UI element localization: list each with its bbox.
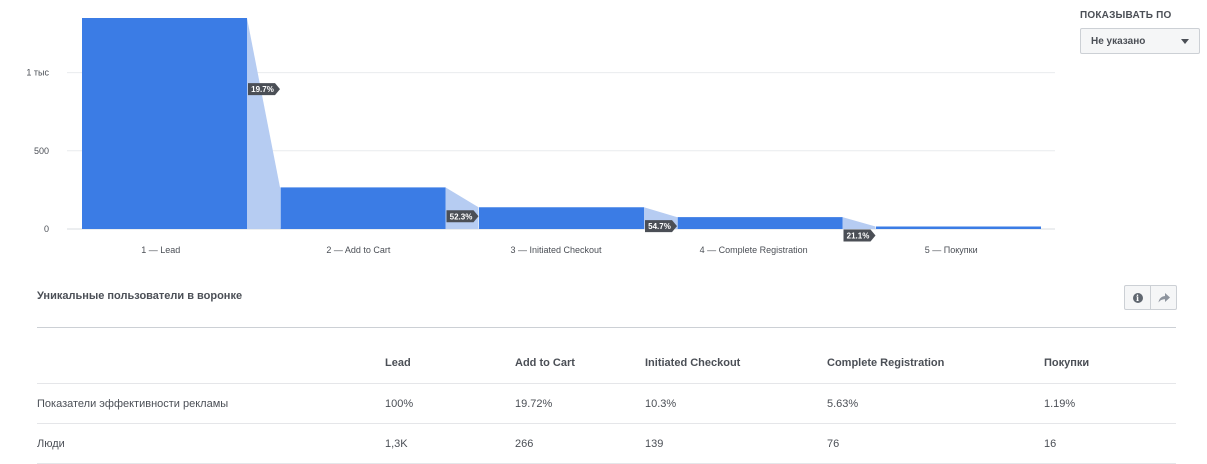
column-header: [37, 342, 385, 384]
column-header-purchases: Покупки: [1044, 342, 1176, 384]
breakdown-title: ПОКАЗЫВАТЬ ПО: [1080, 10, 1172, 21]
funnel-table: Lead Add to Cart Initiated Checkout Comp…: [37, 342, 1176, 464]
y-tick-label: 0: [44, 224, 49, 234]
info-button[interactable]: i: [1125, 286, 1150, 309]
section-title: Уникальные пользователи в воронке: [37, 290, 243, 302]
table-cell: 266: [515, 423, 645, 464]
dropoff-area: [842, 217, 876, 229]
table-cell: 1.19%: [1044, 383, 1176, 424]
table-header-row: Lead Add to Cart Initiated Checkout Comp…: [37, 342, 1176, 384]
funnel-bar: [677, 217, 843, 229]
y-tick-label: 1 тыс: [26, 68, 49, 78]
row-label: Показатели эффективности рекламы: [37, 383, 385, 424]
dropoff-area: [247, 18, 280, 229]
table-cell: 1,3K: [385, 423, 515, 464]
x-category-label: 4 — Complete Registration: [700, 245, 808, 255]
breakdown-dropdown[interactable]: Не указано: [1080, 28, 1200, 54]
x-category-label: 1 — Lead: [141, 245, 180, 255]
x-category-label: 3 — Initiated Checkout: [510, 245, 602, 255]
section-actions: i: [1124, 285, 1177, 310]
column-header-lead: Lead: [385, 342, 515, 384]
conversion-badge: [645, 220, 677, 233]
x-category-label: 2 — Add to Cart: [326, 245, 391, 255]
table-cell: 10.3%: [645, 383, 827, 424]
breakdown-control: ПОКАЗЫВАТЬ ПО Не указано: [1080, 10, 1200, 54]
column-header-initiated-checkout: Initiated Checkout: [645, 342, 827, 384]
chevron-down-icon: [1181, 38, 1189, 44]
share-icon: [1158, 292, 1170, 302]
conversion-badge: [446, 210, 479, 223]
column-header-complete-registration: Complete Registration: [827, 342, 1044, 384]
table-cell: 19.72%: [515, 383, 645, 424]
table-row: Люди 1,3K 266 139 76 16: [37, 423, 1176, 464]
dropoff-area: [445, 187, 479, 229]
column-header-add-to-cart: Add to Cart: [515, 342, 645, 384]
x-category-label: 5 — Покупки: [925, 245, 978, 255]
conversion-rate-label: 21.1%: [847, 231, 870, 240]
info-icon: i: [1132, 292, 1143, 303]
section-divider: [37, 327, 1176, 328]
table-cell: 76: [827, 423, 1044, 464]
conversion-rate-label: 52.3%: [450, 212, 473, 221]
conversion-rate-label: 19.7%: [251, 85, 274, 94]
funnel-bar: [876, 226, 1041, 229]
funnel-bar: [82, 18, 247, 229]
funnel-bar: [280, 187, 446, 229]
breakdown-selected-value: Не указано: [1091, 35, 1146, 47]
row-label: Люди: [37, 423, 385, 464]
share-button[interactable]: [1150, 286, 1176, 309]
conversion-badge: [843, 229, 876, 242]
table-cell: 16: [1044, 423, 1176, 464]
y-tick-label: 500: [34, 146, 49, 156]
funnel-bar: [479, 207, 644, 229]
table-cell: 5.63%: [827, 383, 1044, 424]
table-cell: 139: [645, 423, 827, 464]
conversion-rate-label: 54.7%: [648, 222, 671, 231]
conversion-badge: [248, 83, 280, 96]
table-row: Показатели эффективности рекламы 100% 19…: [37, 383, 1176, 424]
funnel-chart: 0 500 1 тыс 1 — Lead 2 — Add to Cart 3 — Init…: [26, 18, 1055, 255]
table-cell: 100%: [385, 383, 515, 424]
